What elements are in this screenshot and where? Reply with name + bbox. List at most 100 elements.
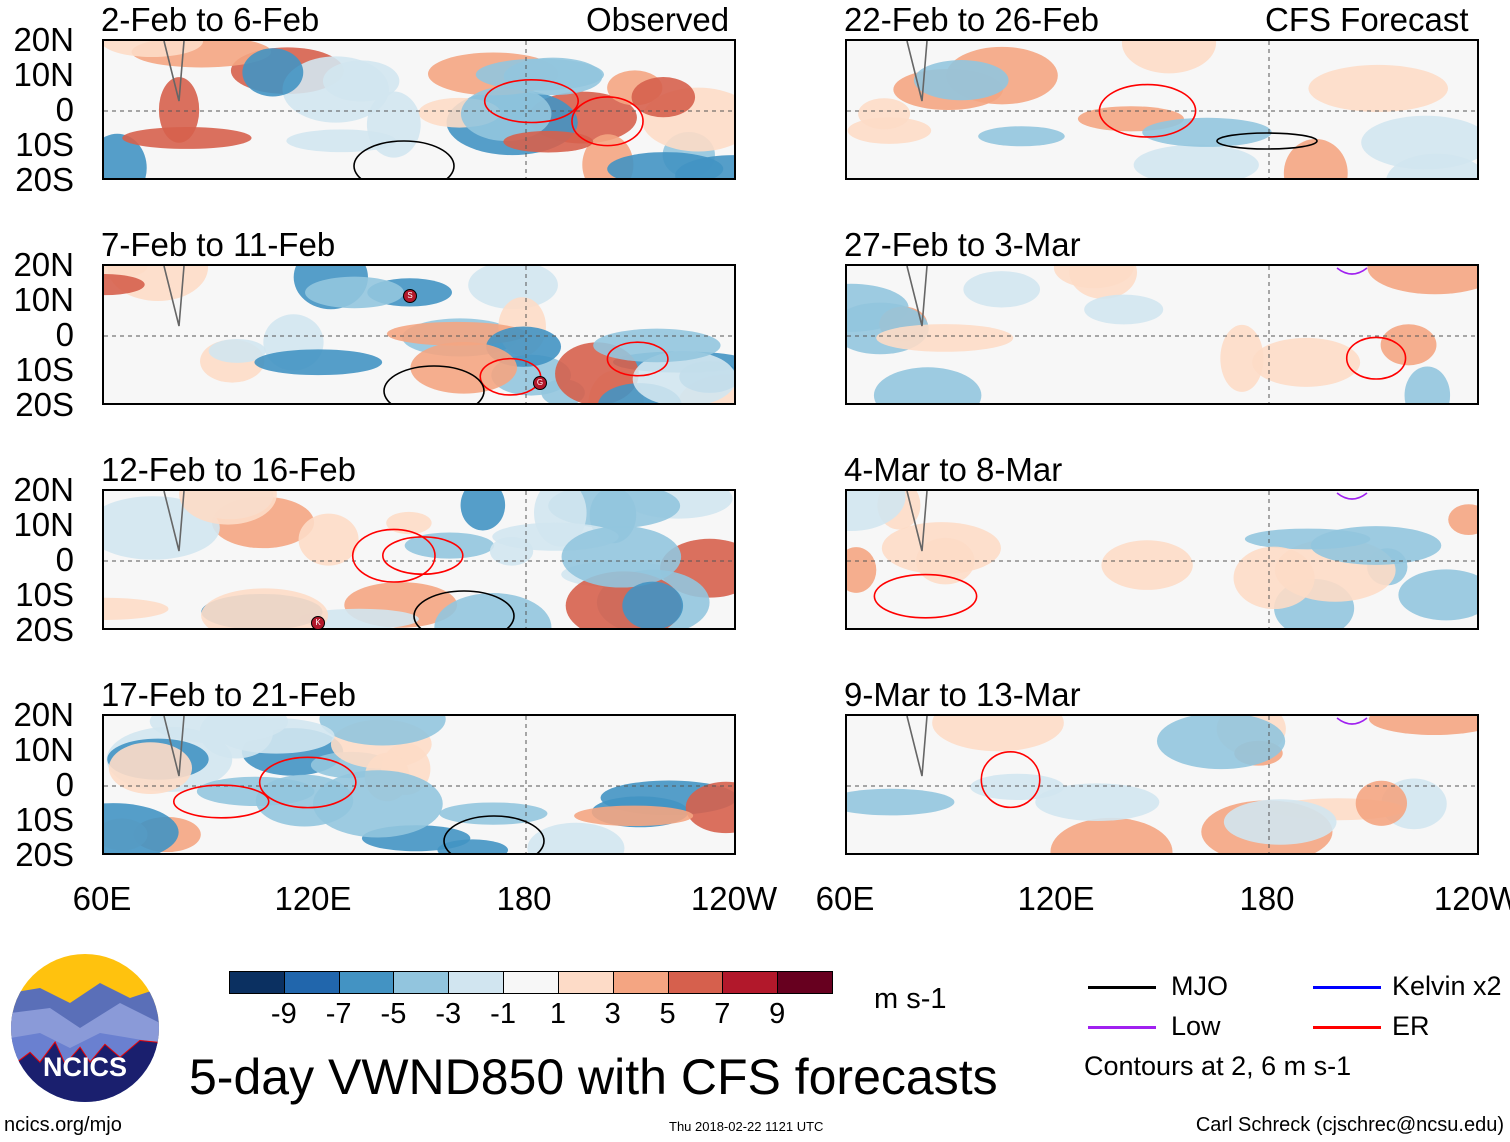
panel-title: 27-Feb to 3-Mar xyxy=(844,226,1081,263)
colorbar-units: m s-1 xyxy=(874,983,947,1015)
map-panel xyxy=(102,489,736,630)
lat-label: 20S xyxy=(15,836,74,873)
lon-label-right-180: 180 xyxy=(1239,880,1295,917)
lat-label: 20S xyxy=(15,386,74,423)
lat-label: 20N xyxy=(13,246,74,283)
colorbar-swatch xyxy=(393,971,450,994)
tropical-cyclone-marker: S xyxy=(403,289,417,303)
map-panel xyxy=(845,489,1479,630)
lat-label: 20S xyxy=(15,161,74,198)
figure-title: 5-day VWND850 with CFS forecasts xyxy=(189,1049,998,1105)
contours-note: Contours at 2, 6 m s-1 xyxy=(1084,1051,1352,1081)
colorbar-swatch xyxy=(667,971,724,994)
map-panel xyxy=(102,264,736,405)
er-contour xyxy=(1345,336,1407,380)
colorbar-swatch xyxy=(612,971,669,994)
wind-anomaly-field xyxy=(104,716,734,853)
lat-label: 0 xyxy=(55,91,74,128)
er-contour xyxy=(382,536,464,576)
tropical-cyclone-marker: K xyxy=(311,616,325,630)
colorbar-swatch xyxy=(283,971,340,994)
lon-label-right-120w: 120W xyxy=(1433,880,1510,917)
er-contour xyxy=(351,528,436,583)
mjo-contour xyxy=(1216,132,1318,150)
coastline xyxy=(906,716,928,777)
map-panel xyxy=(102,714,736,855)
colorbar-swatch xyxy=(777,971,833,994)
logo-text: NCICS xyxy=(43,1052,127,1082)
panel-title: 7-Feb to 11-Feb xyxy=(101,226,336,263)
er-contour xyxy=(606,341,669,377)
er-contour xyxy=(172,784,270,819)
ncics-logo: NCICS xyxy=(11,954,159,1102)
mjo-contour xyxy=(413,590,515,628)
footer-url[interactable]: ncics.org/mjo xyxy=(4,1114,122,1136)
coastline xyxy=(906,41,928,102)
legend-low-label: Low xyxy=(1171,1011,1221,1041)
lat-label: 10N xyxy=(13,281,74,318)
lat-label: 0 xyxy=(55,316,74,353)
lat-label: 10N xyxy=(13,731,74,768)
colorbar-label: 7 xyxy=(714,998,731,1030)
coastline xyxy=(163,491,185,552)
colorbar-label: -3 xyxy=(435,998,462,1030)
coastline xyxy=(906,266,928,327)
legend-mjo-line xyxy=(1088,986,1156,989)
er-contour xyxy=(1098,83,1197,138)
colorbar-label: -5 xyxy=(380,998,407,1030)
lon-label-right-120e: 120E xyxy=(1017,880,1095,917)
wind-anomaly-field xyxy=(847,41,1477,178)
footer-author: Carl Schreck (cjschrec@ncsu.edu) xyxy=(1195,1114,1504,1136)
panel-title: 9-Mar to 13-Mar xyxy=(844,676,1081,713)
wind-anomaly-field xyxy=(847,266,1477,403)
coastline xyxy=(163,266,185,327)
lon-label-right-60e: 60E xyxy=(815,880,875,917)
legend-low-line xyxy=(1088,1026,1156,1029)
map-panel xyxy=(845,714,1479,855)
legend-kelvin-line xyxy=(1313,986,1381,989)
legend-er-label: ER xyxy=(1392,1011,1430,1041)
legend-mjo-label: MJO xyxy=(1171,971,1228,1001)
map-panel xyxy=(102,39,736,180)
map-panel xyxy=(845,39,1479,180)
panel-title: 12-Feb to 16-Feb xyxy=(101,451,356,488)
lon-label-left-120e: 120E xyxy=(274,880,352,917)
colorbar-swatch xyxy=(503,971,559,994)
cfs-forecast-label: CFS Forecast xyxy=(1265,1,1469,38)
legend-er-line xyxy=(1313,1026,1381,1029)
colorbar-label: 1 xyxy=(549,998,566,1030)
colorbar-swatch xyxy=(722,971,779,994)
low-contour xyxy=(1336,717,1368,725)
observed-label: Observed xyxy=(586,1,730,38)
panel-title: 2-Feb to 6-Feb xyxy=(101,1,320,38)
colorbar-label: 5 xyxy=(659,998,676,1030)
lon-label-left-180: 180 xyxy=(496,880,552,917)
tropical-cyclone-marker: G xyxy=(533,376,547,390)
er-contour xyxy=(483,79,580,124)
coastline xyxy=(163,41,185,102)
colorbar-swatch xyxy=(229,971,285,994)
lat-label: 20N xyxy=(13,21,74,58)
lat-label: 10N xyxy=(13,506,74,543)
lat-label: 10S xyxy=(15,801,74,838)
colorbar-label: 9 xyxy=(769,998,786,1030)
panel-title: 17-Feb to 21-Feb xyxy=(101,676,356,713)
panel-title: 22-Feb to 26-Feb xyxy=(844,1,1099,38)
lat-label: 10S xyxy=(15,351,74,388)
map-panel xyxy=(845,264,1479,405)
lat-label: 10S xyxy=(15,126,74,163)
wind-anomaly-field xyxy=(847,716,1477,853)
er-contour xyxy=(873,573,978,619)
lat-label: 20S xyxy=(15,611,74,648)
colorbar-swatch xyxy=(557,971,614,994)
colorbar-label: -9 xyxy=(270,998,297,1030)
mjo-contour xyxy=(383,365,485,403)
lon-label-left-120w: 120W xyxy=(690,880,778,917)
lat-label: 20N xyxy=(13,696,74,733)
colorbar-label: -1 xyxy=(490,998,516,1030)
wind-anomaly-field xyxy=(104,491,734,628)
colorbar-swatch xyxy=(338,971,395,994)
mjo-contour xyxy=(353,140,455,178)
colorbar-swatch xyxy=(448,971,505,994)
er-contour xyxy=(258,756,357,809)
